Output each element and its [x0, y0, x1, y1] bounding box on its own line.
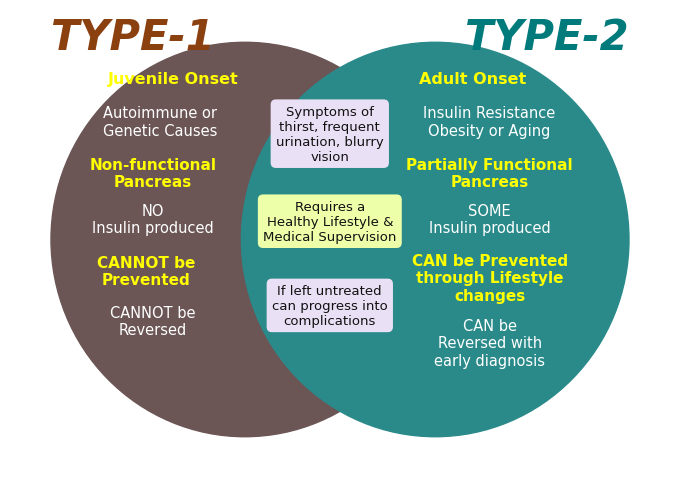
Ellipse shape	[51, 43, 439, 437]
Text: Adult Onset: Adult Onset	[419, 72, 526, 87]
Text: NO
Insulin produced: NO Insulin produced	[92, 203, 214, 236]
Text: Juvenile Onset: Juvenile Onset	[108, 72, 239, 87]
Text: TYPE-2: TYPE-2	[465, 17, 629, 59]
Text: CANNOT be
Prevented: CANNOT be Prevented	[97, 255, 195, 288]
Text: Non-functional
Pancreas: Non-functional Pancreas	[90, 157, 216, 190]
Text: Autoimmune or
Genetic Causes: Autoimmune or Genetic Causes	[103, 106, 217, 139]
Text: Partially Functional
Pancreas: Partially Functional Pancreas	[406, 157, 573, 190]
Text: Symptoms of
thirst, frequent
urination, blurry
vision: Symptoms of thirst, frequent urination, …	[276, 106, 384, 163]
Text: Requires a
Healthy Lifestyle &
Medical Supervision: Requires a Healthy Lifestyle & Medical S…	[263, 200, 396, 243]
Text: SOME
Insulin produced: SOME Insulin produced	[428, 203, 551, 236]
Ellipse shape	[241, 43, 629, 437]
Text: Insulin Resistance
Obesity or Aging: Insulin Resistance Obesity or Aging	[424, 106, 556, 139]
Text: CAN be Prevented
through Lifestyle
changes: CAN be Prevented through Lifestyle chang…	[411, 253, 568, 303]
Text: TYPE-1: TYPE-1	[51, 17, 215, 59]
Text: CAN be
Reversed with
early diagnosis: CAN be Reversed with early diagnosis	[434, 318, 545, 368]
Text: If left untreated
can progress into
complications: If left untreated can progress into comp…	[272, 284, 388, 327]
Text: CANNOT be
Reversed: CANNOT be Reversed	[110, 305, 196, 338]
